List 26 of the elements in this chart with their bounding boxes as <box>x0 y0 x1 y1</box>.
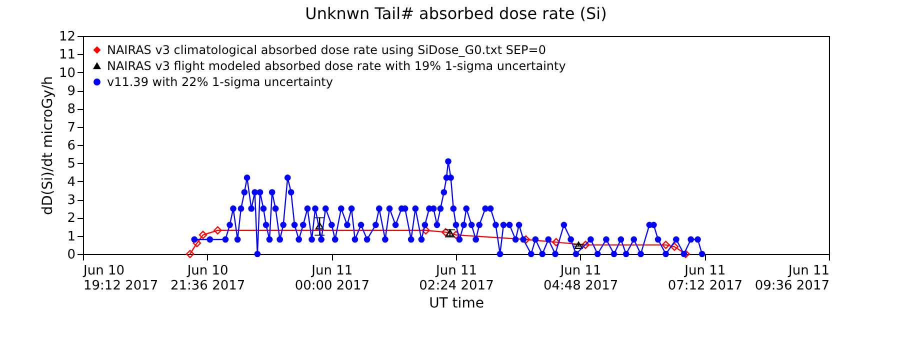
y-tick-label: 3 <box>67 193 76 208</box>
y-tick-label: 2 <box>67 211 76 226</box>
x-tick-label: Jun 10 21:36 2017 <box>170 264 246 294</box>
y-tick-label: 4 <box>67 174 76 190</box>
y-tick-label: 1 <box>67 229 76 244</box>
y-tick-label: 8 <box>67 102 76 118</box>
x-tick-label: Jun 11 07:12 2017 <box>668 264 743 294</box>
x-axis-title: UT time <box>429 296 484 312</box>
legend-label: NAIRAS v3 flight modeled absorbed dose rate with 19% 1-sigma uncertainty <box>107 59 566 73</box>
x-tick-label: Jun 11 02:24 2017 <box>419 264 494 294</box>
y-tick-label: 10 <box>58 66 76 81</box>
x-tick-label: Jun 11 00:00 2017 <box>294 264 370 294</box>
y-tick-label: 0 <box>67 248 76 262</box>
y-tick-label: 5 <box>67 156 76 172</box>
y-tick-label: 12 <box>58 30 76 44</box>
x-tick-label: Jun 11 09:36 2017 <box>754 264 830 294</box>
legend-label: v11.39 with 22% 1-sigma uncertainty <box>107 75 333 89</box>
y-tick-label: 9 <box>67 84 76 99</box>
x-tick-label: Jun 11 04:48 2017 <box>543 264 618 294</box>
chart-title: Unknwn Tail# absorbed dose rate (Si) <box>305 4 607 23</box>
y-tick-label: 11 <box>58 48 76 63</box>
x-tick-label: Jun 10 19:12 2017 <box>82 264 158 294</box>
y-tick-label: 6 <box>67 138 76 154</box>
y-axis-title: dD(Si)/dt microGy/h <box>40 76 56 215</box>
legend-label: NAIRAS v3 climatological absorbed dose rate using SiDose_G0.txt SEP=0 <box>107 43 546 57</box>
y-tick-label: 7 <box>67 120 76 136</box>
